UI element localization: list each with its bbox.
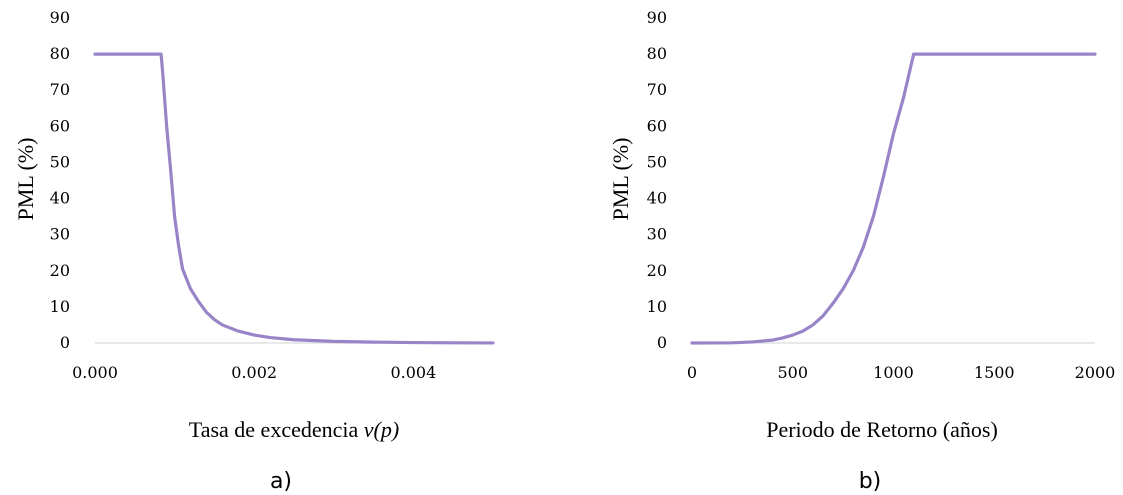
y-tick-label: 90 [647,8,667,27]
y-axis-title-a: PML (%) [13,138,38,221]
x-tick-label: 1500 [974,363,1015,382]
y-tick-label: 20 [647,261,667,280]
y-tick-label: 0 [657,333,667,352]
y-tick-label: 40 [50,189,70,208]
y-tick-label: 10 [647,297,667,316]
y-tick-label: 50 [647,152,667,171]
x-axis-title-a: Tasa de excedencia ν(p) [189,417,399,442]
chart-panel-a: PML (%) Tasa de excedencia ν(p) a) 0 10 20… [13,8,495,494]
series-line-a [93,52,495,345]
x-tick-label: 0.002 [231,363,277,382]
y-tick-label: 50 [50,152,70,171]
y-tick-label: 40 [647,189,667,208]
x-tick-label: 0.000 [72,363,118,382]
x-axis-title-b: Periodo de Retorno (años) [766,417,998,442]
y-tick-label: 20 [50,261,70,280]
y-tick-label: 0 [60,333,70,352]
y-tick-label: 10 [50,297,70,316]
y-tick-label: 70 [647,80,667,99]
panel-label-b: b) [859,469,882,494]
x-tick-labels-b: 0 500 1000 1500 2000 [687,363,1115,382]
chart-panel-b: PML (%) Periodo de Retorno (años) b) 0 10… [608,8,1115,494]
y-tick-label: 80 [647,44,667,63]
x-axis-title-a-text: Tasa de excedencia [189,417,364,442]
series-line-b [690,52,1097,345]
panel-label-a: a) [270,469,292,494]
x-tick-label: 0.004 [390,363,436,382]
x-tick-label: 500 [777,363,808,382]
y-tick-label: 90 [50,8,70,27]
y-tick-label: 60 [647,116,667,135]
y-tick-label: 30 [647,225,667,244]
x-axis-title-a-symbol: ν(p) [364,417,399,442]
y-tick-label: 60 [50,116,70,135]
y-tick-label: 80 [50,44,70,63]
y-tick-labels-b: 0 10 20 30 40 50 60 70 80 90 [647,8,667,352]
y-tick-label: 70 [50,80,70,99]
x-tick-label: 1000 [873,363,914,382]
x-tick-label: 0 [687,363,697,382]
y-tick-label: 30 [50,225,70,244]
x-tick-labels-a: 0.000 0.002 0.004 [72,363,436,382]
y-axis-title-b: PML (%) [608,138,633,221]
x-tick-label: 2000 [1075,363,1116,382]
y-tick-labels-a: 0 10 20 30 40 50 60 70 80 90 [50,8,70,352]
